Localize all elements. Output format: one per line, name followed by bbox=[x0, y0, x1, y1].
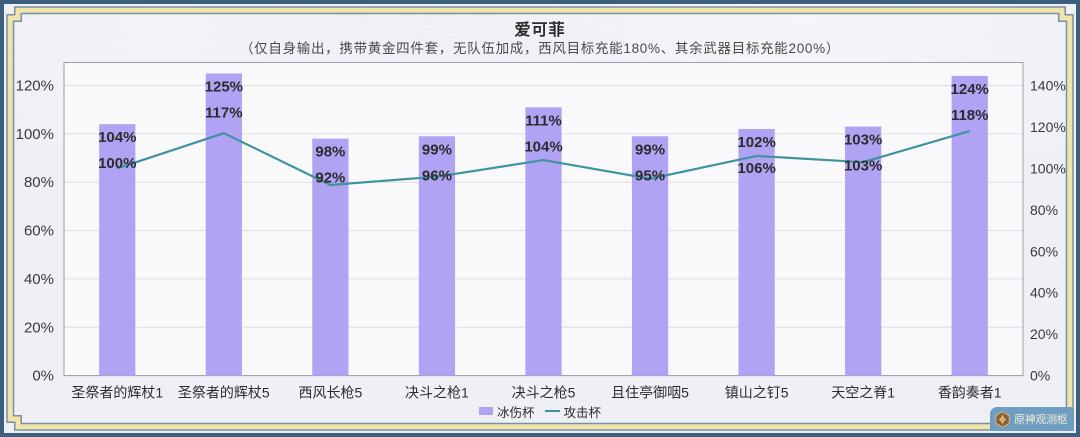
svg-text:80%: 80% bbox=[24, 174, 54, 191]
svg-text:120%: 120% bbox=[16, 78, 54, 95]
svg-text:102%: 102% bbox=[737, 134, 775, 151]
svg-text:103%: 103% bbox=[844, 158, 882, 175]
svg-text:98%: 98% bbox=[315, 144, 345, 161]
svg-text:60%: 60% bbox=[1030, 243, 1058, 259]
svg-text:决斗之枪1: 决斗之枪1 bbox=[405, 385, 469, 401]
svg-text:124%: 124% bbox=[951, 81, 989, 98]
svg-text:20%: 20% bbox=[24, 319, 54, 336]
svg-text:40%: 40% bbox=[24, 271, 54, 288]
svg-text:104%: 104% bbox=[98, 129, 136, 146]
svg-text:20%: 20% bbox=[1030, 326, 1058, 342]
svg-text:99%: 99% bbox=[422, 141, 452, 158]
svg-text:圣祭者的辉杖1: 圣祭者的辉杖1 bbox=[71, 385, 163, 401]
svg-text:118%: 118% bbox=[951, 107, 989, 124]
svg-text:120%: 120% bbox=[1030, 119, 1066, 135]
svg-text:106%: 106% bbox=[737, 160, 775, 177]
svg-text:且住亭御咽5: 且住亭御咽5 bbox=[611, 385, 689, 401]
svg-text:92%: 92% bbox=[315, 170, 345, 187]
svg-text:决斗之枪5: 决斗之枪5 bbox=[512, 385, 576, 401]
svg-text:99%: 99% bbox=[635, 141, 665, 158]
svg-text:104%: 104% bbox=[524, 138, 562, 155]
svg-text:镇山之钉5: 镇山之钉5 bbox=[725, 385, 789, 401]
svg-text:111%: 111% bbox=[525, 112, 562, 129]
svg-text:西风长枪5: 西风长枪5 bbox=[298, 385, 362, 401]
svg-text:圣祭者的辉杖5: 圣祭者的辉杖5 bbox=[178, 385, 270, 401]
svg-text:香韵奏者1: 香韵奏者1 bbox=[938, 385, 1002, 401]
svg-text:40%: 40% bbox=[1030, 285, 1058, 301]
svg-text:天空之脊1: 天空之脊1 bbox=[831, 385, 895, 401]
svg-text:80%: 80% bbox=[1030, 202, 1058, 218]
svg-text:100%: 100% bbox=[1030, 160, 1066, 176]
svg-text:103%: 103% bbox=[844, 132, 882, 149]
svg-text:96%: 96% bbox=[422, 167, 452, 184]
svg-text:100%: 100% bbox=[16, 126, 54, 143]
svg-text:95%: 95% bbox=[635, 167, 665, 184]
svg-text:117%: 117% bbox=[205, 104, 243, 121]
svg-text:0%: 0% bbox=[1030, 368, 1050, 384]
svg-text:60%: 60% bbox=[24, 223, 54, 240]
svg-text:125%: 125% bbox=[205, 78, 243, 95]
svg-text:0%: 0% bbox=[32, 368, 54, 385]
svg-text:140%: 140% bbox=[1030, 78, 1066, 94]
svg-text:100%: 100% bbox=[98, 155, 136, 172]
